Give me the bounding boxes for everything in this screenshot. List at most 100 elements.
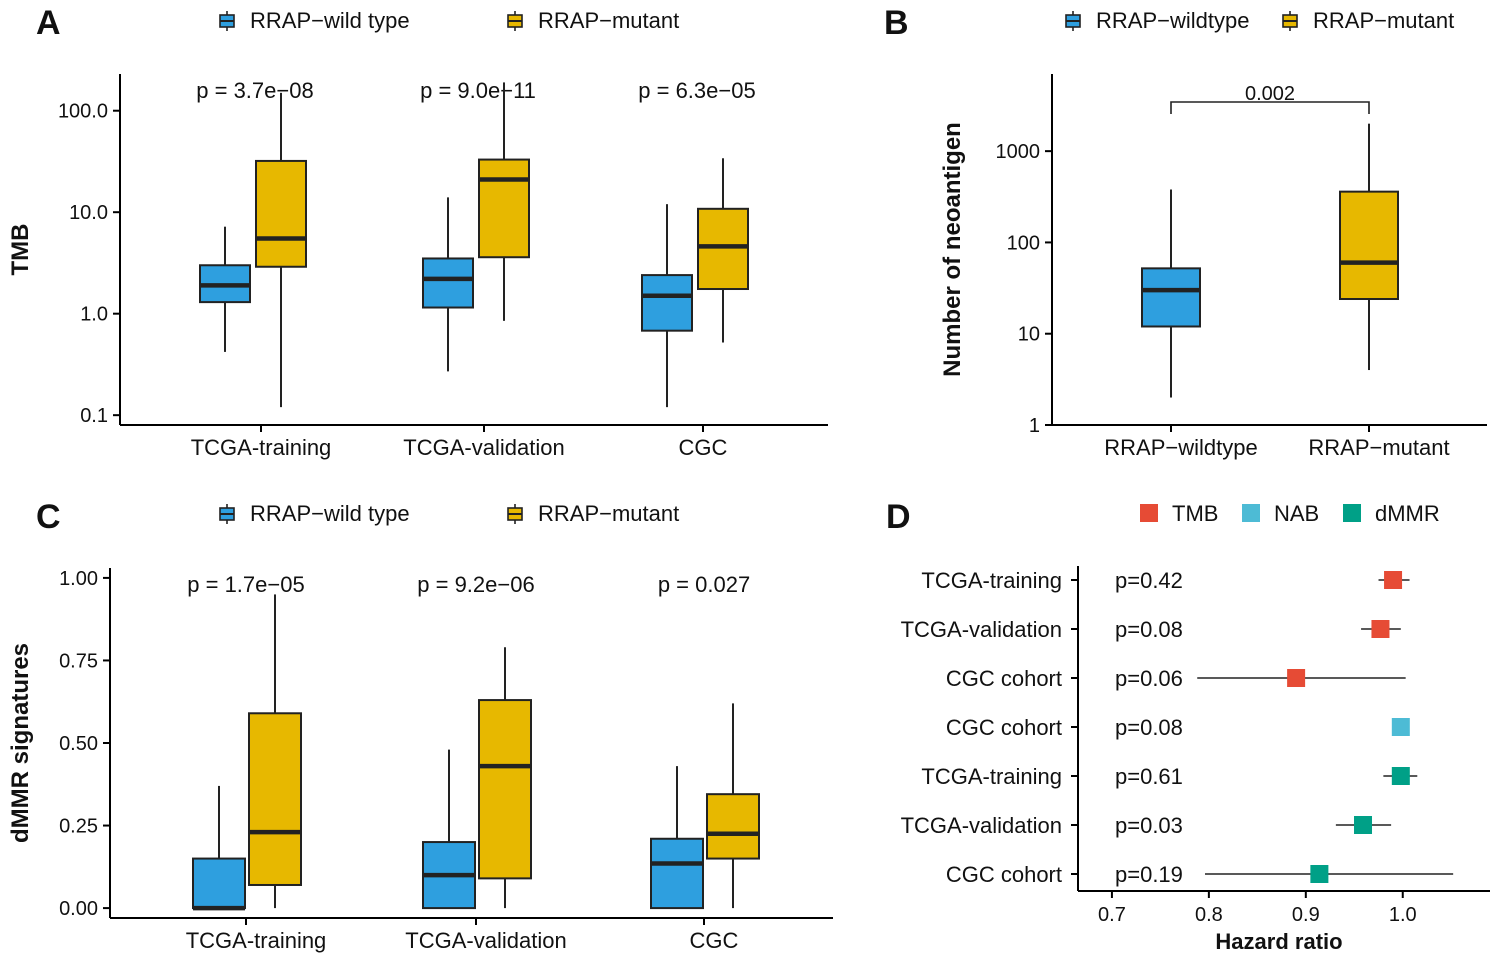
hazard-ratio-point (1391, 767, 1410, 785)
y-tick-label: 1000 (996, 141, 1041, 163)
y-axis-title: Number of neoantigen (939, 122, 966, 377)
panel-c: C RRAP−wild type RRAP−mutant 0.00 0.25 0.50 0.… (7, 498, 833, 953)
p-value-label: p = 0.027 (658, 572, 750, 597)
y-tick-label: 1.0 (80, 304, 108, 326)
p-value-label: p = 1.7e−05 (187, 572, 304, 597)
box-wildtype-1 (422, 749, 476, 910)
legend-label-wildtype: RRAP−wild type (250, 8, 410, 33)
row-label: TCGA-training (921, 764, 1062, 789)
row-p-value: p=0.08 (1115, 617, 1183, 642)
box (706, 793, 760, 860)
row-label: TCGA-validation (901, 617, 1062, 642)
panel-d: D TMB NAB dMMR 0.7 0.8 0.9 1.0 Hazard ratio TCGA-… (886, 498, 1490, 954)
row-label: TCGA-validation (901, 813, 1062, 838)
x-tick-label: 0.7 (1098, 904, 1126, 926)
box (255, 159, 307, 268)
p-value-label: p = 9.2e−06 (417, 572, 534, 597)
legend-label-nab: NAB (1274, 501, 1319, 526)
hazard-ratio-point (1371, 620, 1390, 638)
x-tick-label: CGC (690, 928, 739, 953)
hazard-ratio-point (1384, 571, 1403, 589)
x-tick-label: RRAP−wildtype (1104, 435, 1257, 460)
panel-letter-d: D (886, 498, 911, 536)
box-wildtype-1 (422, 197, 474, 372)
box (478, 158, 530, 259)
p-value-label: p = 6.3e−05 (638, 78, 755, 103)
panel-a: A RRAP−wild type RRAP−mutant 0.1 1.0 10.0 100.… (7, 4, 828, 460)
y-tick-label: 0.1 (80, 405, 108, 427)
y-axis-title: TMB (7, 224, 34, 276)
box-mutant (1339, 123, 1399, 371)
legend-key-nab (1242, 504, 1260, 522)
box-mutant-1 (478, 82, 530, 321)
y-tick-label: 0.75 (59, 650, 98, 672)
x-tick-label: RRAP−mutant (1308, 435, 1449, 460)
row-p-value: p=0.42 (1115, 568, 1183, 593)
box-mutant-0 (255, 92, 307, 408)
x-tick-label: TCGA-training (186, 928, 327, 953)
legend-label-dmmr: dMMR (1375, 501, 1440, 526)
row-p-value: p=0.06 (1115, 666, 1183, 691)
y-tick-label: 1.00 (59, 568, 98, 590)
box (422, 257, 474, 309)
box (1141, 267, 1201, 328)
y-axis-title: dMMR signatures (7, 643, 34, 843)
row-label: CGC cohort (946, 715, 1062, 740)
row-p-value: p=0.61 (1115, 764, 1183, 789)
legend-label-wildtype: RRAP−wild type (250, 501, 410, 526)
box-mutant-2 (697, 158, 749, 343)
row-label: TCGA-training (921, 568, 1062, 593)
hazard-ratio-point (1391, 718, 1410, 736)
box (697, 207, 749, 291)
panel-letter-a: A (36, 4, 61, 42)
x-tick-label: TCGA-validation (403, 435, 564, 460)
box-mutant-0 (248, 594, 302, 909)
box-mutant-2 (706, 703, 760, 909)
row-p-value: p=0.08 (1115, 715, 1183, 740)
hazard-ratio-point (1354, 816, 1373, 834)
y-tick-label: 10.0 (69, 202, 108, 224)
y-tick-label: 1 (1029, 415, 1040, 437)
row-label: CGC cohort (946, 666, 1062, 691)
legend-label-tmb: TMB (1172, 501, 1218, 526)
y-tick-label: 100.0 (58, 101, 108, 123)
y-tick-label: 100 (1007, 232, 1040, 254)
box (478, 699, 532, 880)
bracket-p-value: 0.002 (1245, 83, 1295, 105)
box (641, 274, 693, 332)
box (1339, 190, 1399, 301)
panel-letter-b: B (884, 4, 909, 42)
box-wildtype-0 (199, 226, 251, 352)
box-wildtype-2 (641, 204, 693, 408)
panel-b: B RRAP−wildtype RRAP−mutant 1 10 100 1000 Numbe… (884, 4, 1487, 460)
hazard-ratio-point (1287, 669, 1306, 687)
significance-bracket (1170, 101, 1370, 114)
legend-label-mutant: RRAP−mutant (1313, 8, 1454, 33)
legend-label-mutant: RRAP−mutant (538, 501, 679, 526)
box (248, 712, 302, 886)
y-tick-label: 0.25 (59, 816, 98, 838)
x-tick-label: TCGA-validation (405, 928, 566, 953)
row-label: CGC cohort (946, 862, 1062, 887)
p-value-label: p = 3.7e−08 (196, 78, 313, 103)
x-tick-label: CGC (679, 435, 728, 460)
y-tick-label: 10 (1018, 324, 1040, 346)
row-p-value: p=0.19 (1115, 862, 1183, 887)
box-mutant-1 (478, 647, 532, 909)
box-wildtype-2 (650, 766, 704, 910)
hazard-ratio-point (1310, 865, 1329, 883)
legend-key-tmb (1140, 504, 1158, 522)
box-wildtype-0 (192, 785, 246, 911)
x-tick-label: 0.8 (1195, 904, 1223, 926)
x-tick-label: 0.9 (1292, 904, 1320, 926)
box (192, 857, 246, 910)
legend-label-mutant: RRAP−mutant (538, 8, 679, 33)
panel-letter-c: C (36, 498, 61, 536)
legend-label-wildtype: RRAP−wildtype (1096, 8, 1249, 33)
box-wildtype (1141, 189, 1201, 398)
x-axis-title: Hazard ratio (1215, 929, 1342, 954)
y-tick-label: 0.00 (59, 898, 98, 920)
box (650, 837, 704, 910)
legend-key-dmmr (1343, 504, 1361, 522)
